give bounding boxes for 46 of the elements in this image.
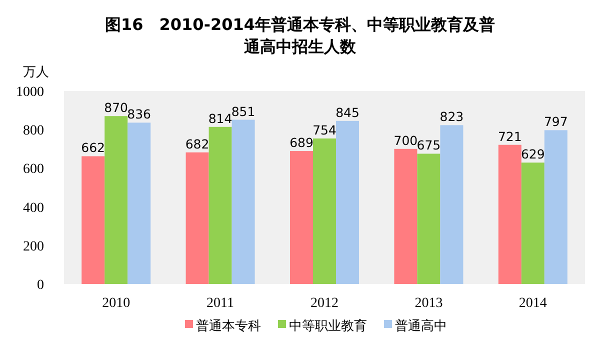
data-label: 629	[520, 146, 545, 162]
x-tick-label: 2012	[310, 296, 338, 311]
y-tick-label: 1000	[16, 85, 44, 100]
bar	[128, 122, 151, 284]
chart-title: 图16 2010-2014年普通本专科、中等职业教育及普通高中招生人数	[105, 15, 495, 56]
data-label: 662	[81, 140, 106, 156]
y-tick-label: 400	[23, 200, 44, 216]
data-label: 700	[394, 132, 418, 148]
bar	[417, 154, 440, 284]
data-label: 814	[208, 110, 232, 126]
bar	[336, 120, 359, 284]
bar	[498, 144, 522, 284]
bar	[544, 130, 568, 284]
x-tick-label: 2013	[414, 296, 443, 311]
y-tick-label: 800	[23, 124, 44, 139]
x-tick-label: 2010	[102, 296, 130, 311]
data-label: 682	[185, 136, 210, 152]
y-axis-title: 万人	[23, 65, 49, 80]
data-label: 675	[416, 138, 441, 153]
x-tick-label: 2011	[206, 296, 234, 311]
bar	[313, 138, 336, 284]
data-label: 797	[544, 114, 568, 130]
bar	[104, 116, 128, 284]
bar	[290, 151, 313, 284]
data-label: 754	[312, 122, 336, 138]
y-tick-label: 200	[23, 239, 44, 254]
legend-label: 普通本专科	[196, 318, 261, 334]
data-label: 870	[104, 100, 128, 116]
bar	[521, 162, 544, 284]
y-tick-label: 0	[37, 278, 44, 293]
bar	[440, 125, 464, 284]
x-tick-label: 2014	[518, 296, 547, 311]
legend-label: 中等职业教育	[289, 318, 367, 334]
bar	[232, 120, 255, 284]
y-tick-label: 600	[23, 162, 44, 178]
data-label: 823	[440, 109, 464, 124]
bar	[82, 156, 105, 284]
bar	[394, 148, 418, 284]
data-label: 836	[127, 106, 152, 122]
data-label: 851	[231, 104, 256, 119]
bar	[208, 126, 232, 284]
legend-label: 普通高中	[395, 318, 447, 334]
data-label: 721	[498, 128, 522, 144]
bar	[186, 152, 209, 284]
data-label: 689	[290, 135, 314, 150]
data-label: 845	[336, 104, 360, 120]
